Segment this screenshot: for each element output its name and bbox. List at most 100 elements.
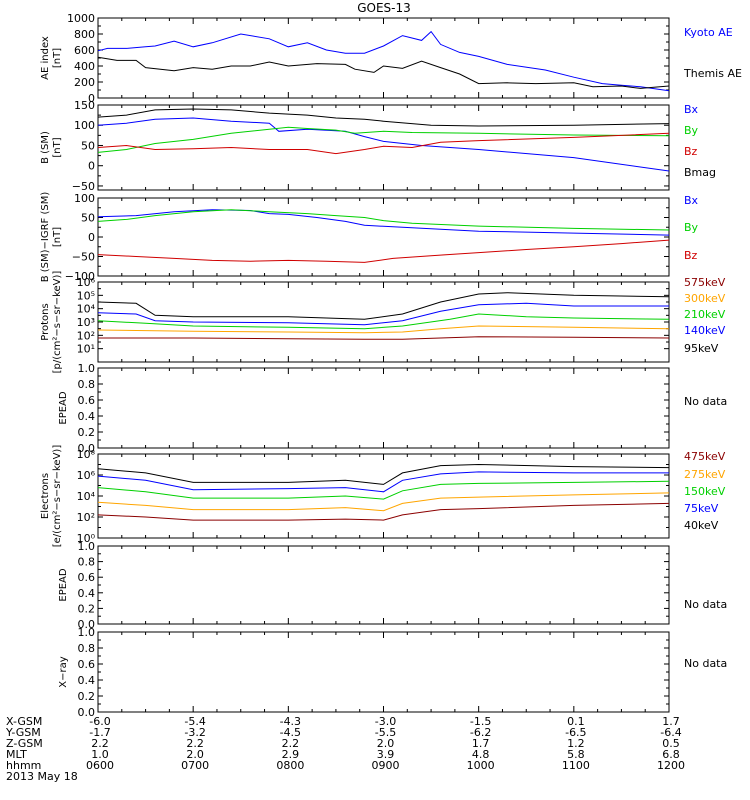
legend-bx: Bx xyxy=(684,103,699,116)
legend-kyoto-ae: Kyoto AE xyxy=(684,26,733,39)
series-line-bmag xyxy=(97,108,670,127)
legend-by: By xyxy=(684,221,699,234)
ephemeris-value: 1.7 xyxy=(472,737,490,750)
y-axis-label: Electrons xyxy=(40,473,51,519)
y-tick-label: −50 xyxy=(72,180,95,193)
y-tick-label: 100 xyxy=(74,192,95,205)
y-tick-label: 1.0 xyxy=(78,540,96,553)
ephemeris-label: Z-GSM xyxy=(6,737,43,750)
date-label: 2013 May 18 xyxy=(6,770,78,783)
y-tick-label: 50 xyxy=(81,139,95,152)
ephemeris-value: -5.4 xyxy=(184,715,205,728)
series-line-themis-ae xyxy=(97,56,670,89)
y-tick-label: 0.2 xyxy=(78,426,96,439)
y-tick-label: 0.2 xyxy=(78,690,96,703)
y-tick-label: 0.4 xyxy=(78,587,96,600)
series-line-by xyxy=(97,126,670,153)
ephemeris-value: 1000 xyxy=(467,759,495,772)
legend-bx: Bx xyxy=(684,194,699,207)
ephemeris-value: 1.0 xyxy=(91,748,109,761)
ephemeris-label: Y-GSM xyxy=(5,726,41,739)
series-line-bz xyxy=(97,132,670,155)
y-tick-label: 1000 xyxy=(67,12,95,25)
ephemeris-value: 0.1 xyxy=(567,715,585,728)
y-tick-label: 800 xyxy=(74,28,95,41)
ephemeris-label: MLT xyxy=(6,748,27,761)
y-axis-label: EPEAD xyxy=(58,568,69,602)
ephemeris-value: 2.0 xyxy=(377,737,395,750)
ephemeris-value: -6.2 xyxy=(470,726,491,739)
y-tick-label: 0.6 xyxy=(78,571,96,584)
ephemeris-label: hhmm xyxy=(6,759,41,772)
ephemeris-value: -4.5 xyxy=(280,726,301,739)
legend-150kev: 150keV xyxy=(684,485,726,498)
y-axis-label: X−ray xyxy=(58,656,69,687)
panel-xray: 0.0 0.2 0.4 0.6 0.8 1.0 X−ray No data xyxy=(58,626,727,719)
y-tick-label: 10⁶ xyxy=(77,469,96,482)
y-tick-label: 1.0 xyxy=(78,362,96,375)
series-line-95kev xyxy=(97,292,670,320)
ephemeris-value: -3.2 xyxy=(184,726,205,739)
ephemeris-value: 4.8 xyxy=(472,748,490,761)
y-tick-label: 10⁰ xyxy=(77,532,96,545)
panel-bsm_igrf: −100 −50 0 50 100 B (SM)−IGRF (SM) [nT] Bx By Bz xyxy=(40,192,699,283)
legend-300kev: 300keV xyxy=(684,292,726,305)
y-tick-label: 150 xyxy=(74,99,95,112)
ephemeris-value: 1.7 xyxy=(662,715,680,728)
ephemeris-value: 0.5 xyxy=(662,737,680,750)
y-tick-label: 10⁸ xyxy=(77,448,96,461)
y-tick-label: 1.0 xyxy=(78,626,96,639)
ephemeris-value: 2.9 xyxy=(282,748,300,761)
series-line-210kev xyxy=(97,313,670,330)
ephemeris-value: 0900 xyxy=(372,759,400,772)
panel-bsm: −50 0 50 100 150 B (SM) [nT] Bx By Bz Bmag xyxy=(40,99,716,193)
ephemeris-value: -6.0 xyxy=(89,715,110,728)
panel-electrons: 10⁰ 10² 10⁴ 10⁶ 10⁸ Electrons [e/(cm²−s−sr−keV… xyxy=(40,445,726,548)
ephemeris-value: 1200 xyxy=(657,759,685,772)
y-axis-label: [nT] xyxy=(52,137,63,157)
series-line-bz xyxy=(97,239,670,263)
y-axis-label: [nT] xyxy=(52,227,63,247)
y-tick-label: 0.2 xyxy=(78,602,96,615)
y-tick-label: 400 xyxy=(74,60,95,73)
y-tick-label: 10⁵ xyxy=(77,289,95,302)
y-axis-label: B (SM)−IGRF (SM) xyxy=(40,192,51,283)
y-tick-label: 0.8 xyxy=(78,556,96,569)
y-tick-label: 10⁶ xyxy=(77,276,96,289)
ephemeris-value: -6.5 xyxy=(565,726,586,739)
ephemeris-value: 0600 xyxy=(86,759,114,772)
y-axis-label: B (SM) xyxy=(40,131,51,164)
y-axis-label: [e/(cm²−s−sr−keV)] xyxy=(52,445,63,548)
y-tick-label: 0.4 xyxy=(78,674,96,687)
series-line-bx xyxy=(97,117,670,172)
series-line-300kev xyxy=(97,325,670,334)
y-tick-label: 0.4 xyxy=(78,410,96,423)
y-tick-label: 0.0 xyxy=(78,442,96,455)
series-line-150kev xyxy=(97,480,670,500)
y-axis-label: AE index xyxy=(40,36,51,80)
y-tick-label: 10⁴ xyxy=(77,303,96,316)
ephemeris-label: X-GSM xyxy=(6,715,42,728)
y-axis-label: Protons xyxy=(40,303,51,340)
y-tick-label: 0 xyxy=(88,160,95,173)
ephemeris-value: -3.0 xyxy=(375,715,396,728)
series-line-575kev xyxy=(98,336,670,340)
legend-575kev: 575keV xyxy=(684,276,726,289)
legend-210kev: 210keV xyxy=(684,308,726,321)
panel-ae: 0 200 400 600 800 1000 AE index [nT] Kyoto AE The… xyxy=(40,12,742,105)
ephemeris-value: 6.8 xyxy=(662,748,680,761)
y-tick-label: −100 xyxy=(65,270,95,283)
y-tick-label: 0.0 xyxy=(78,618,96,631)
y-tick-label: 0.6 xyxy=(78,658,96,671)
series-line-75kev xyxy=(97,471,669,493)
y-tick-label: 10² xyxy=(77,329,95,342)
chart-title: GOES-13 xyxy=(357,1,411,15)
ephemeris-value: 0800 xyxy=(276,759,304,772)
panel-epead_p: 0.0 0.2 0.4 0.6 0.8 1.0 EPEAD No data xyxy=(58,362,727,455)
series-line-bx xyxy=(97,209,670,236)
ephemeris-value: 0700 xyxy=(181,759,209,772)
legend-by: By xyxy=(684,124,699,137)
